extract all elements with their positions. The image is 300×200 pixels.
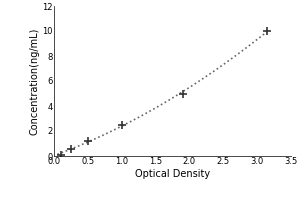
Y-axis label: Concentration(ng/mL): Concentration(ng/mL): [29, 27, 39, 135]
X-axis label: Optical Density: Optical Density: [135, 169, 210, 179]
